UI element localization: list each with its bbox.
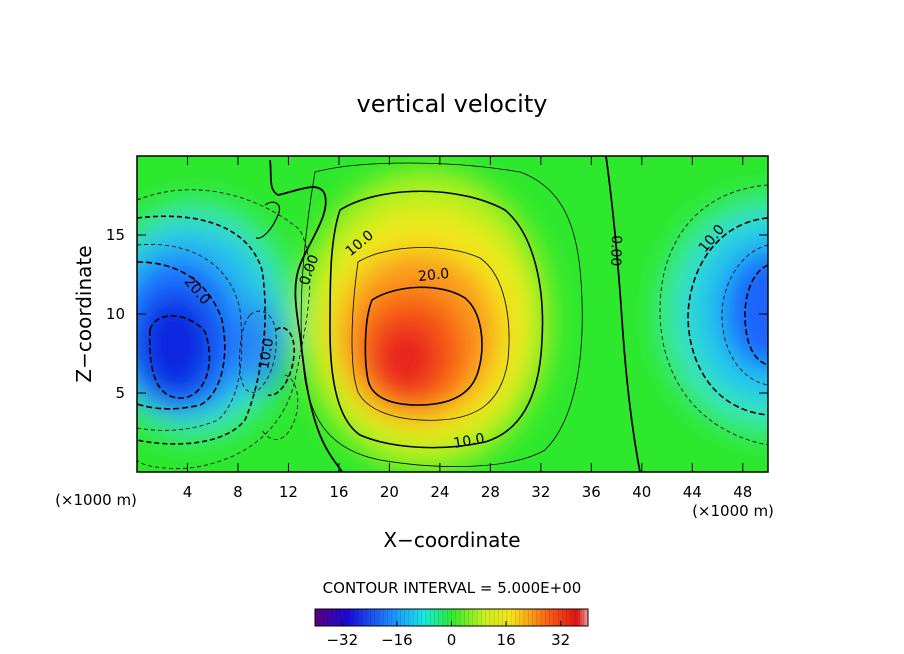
x-tick-label: 48 <box>733 483 752 501</box>
field-darkblue-left <box>137 293 213 397</box>
y-tick-label: 10 <box>106 305 125 323</box>
colorbar-tick-label: 16 <box>497 631 516 649</box>
x-tick-label: 44 <box>683 483 702 501</box>
contour-neg-6 <box>239 310 277 393</box>
contour-pos-5 <box>300 162 583 467</box>
chart-title: vertical velocity <box>357 90 548 118</box>
x-tick-label: 8 <box>233 483 243 501</box>
x-tick-label: 36 <box>582 483 601 501</box>
colorbar-tick-label: −32 <box>326 631 358 649</box>
contour-neg-2 <box>137 215 266 445</box>
contour-neg-right-3 <box>721 244 768 386</box>
contour-label-group: 0.00 <box>607 235 624 267</box>
y-axis-label: Z−coordinate <box>72 245 96 382</box>
x-tick-label: 32 <box>531 483 550 501</box>
x-tick-label: 12 <box>279 483 298 501</box>
x-axis-label: X−coordinate <box>383 528 520 552</box>
contour-neg-right-1 <box>659 184 768 446</box>
contour-label-group: 10.0 <box>256 337 277 370</box>
colorbar-tick-label: 0 <box>447 631 457 649</box>
x-tick-label: 28 <box>481 483 500 501</box>
x-tick-label: 40 <box>632 483 651 501</box>
colorbar-fill <box>315 609 588 626</box>
x-tick-label: 24 <box>430 483 449 501</box>
contour-neg-7 <box>267 326 295 396</box>
field-red <box>374 322 438 394</box>
contour-neg-4 <box>137 261 226 410</box>
contour-lines <box>137 156 768 472</box>
contour-interval: CONTOUR INTERVAL = 5.000E+00 <box>323 579 582 597</box>
x-unit-right: (×1000 m) <box>692 502 774 520</box>
field-blue-right <box>723 250 768 370</box>
x-tick-label: 16 <box>329 483 348 501</box>
y-tick-label: 15 <box>106 226 125 244</box>
contour-pos-20 <box>364 286 483 406</box>
contour-neg-5 <box>149 315 211 399</box>
contour-label: 20.0 <box>417 266 450 285</box>
colorbar-segments <box>318 609 585 626</box>
contour-neg-3 <box>137 244 243 431</box>
contour-neg-right-2 <box>687 217 768 416</box>
contour-label: 10.0 <box>256 337 277 370</box>
y-tick-label: 5 <box>115 384 125 402</box>
contour-pos-10 <box>329 190 544 449</box>
x-axis: 4 8 12 16 20 24 28 32 36 40 44 48 <box>183 156 752 501</box>
colorbar: −32 −16 0 16 32 <box>314 608 589 649</box>
colorbar-ticks: −32 −16 0 16 32 <box>326 621 570 649</box>
contour-label: 0.00 <box>607 235 624 267</box>
contour-label: 10.0 <box>452 431 485 452</box>
contour-label-group: 20.0 <box>417 266 450 285</box>
colorbar-tick-label: −16 <box>381 631 413 649</box>
x-tick-label: 4 <box>183 483 193 501</box>
color-field <box>137 170 768 470</box>
colorbar-tick-label: 32 <box>551 631 570 649</box>
contour-zero-right <box>605 156 641 472</box>
contour-zero-left-2 <box>255 201 281 239</box>
contour-zero-left <box>269 159 343 472</box>
x-unit-left: (×1000 m) <box>55 491 137 509</box>
x-tick-label: 20 <box>380 483 399 501</box>
y-axis: 5 10 15 <box>106 226 768 402</box>
contour-label-group: 10.0 <box>452 431 485 452</box>
contour-neg-8 <box>261 374 299 440</box>
contour-neg-right-4 <box>744 264 768 366</box>
contour-pos-15 <box>351 247 510 421</box>
contour-neg-1 <box>137 189 311 469</box>
